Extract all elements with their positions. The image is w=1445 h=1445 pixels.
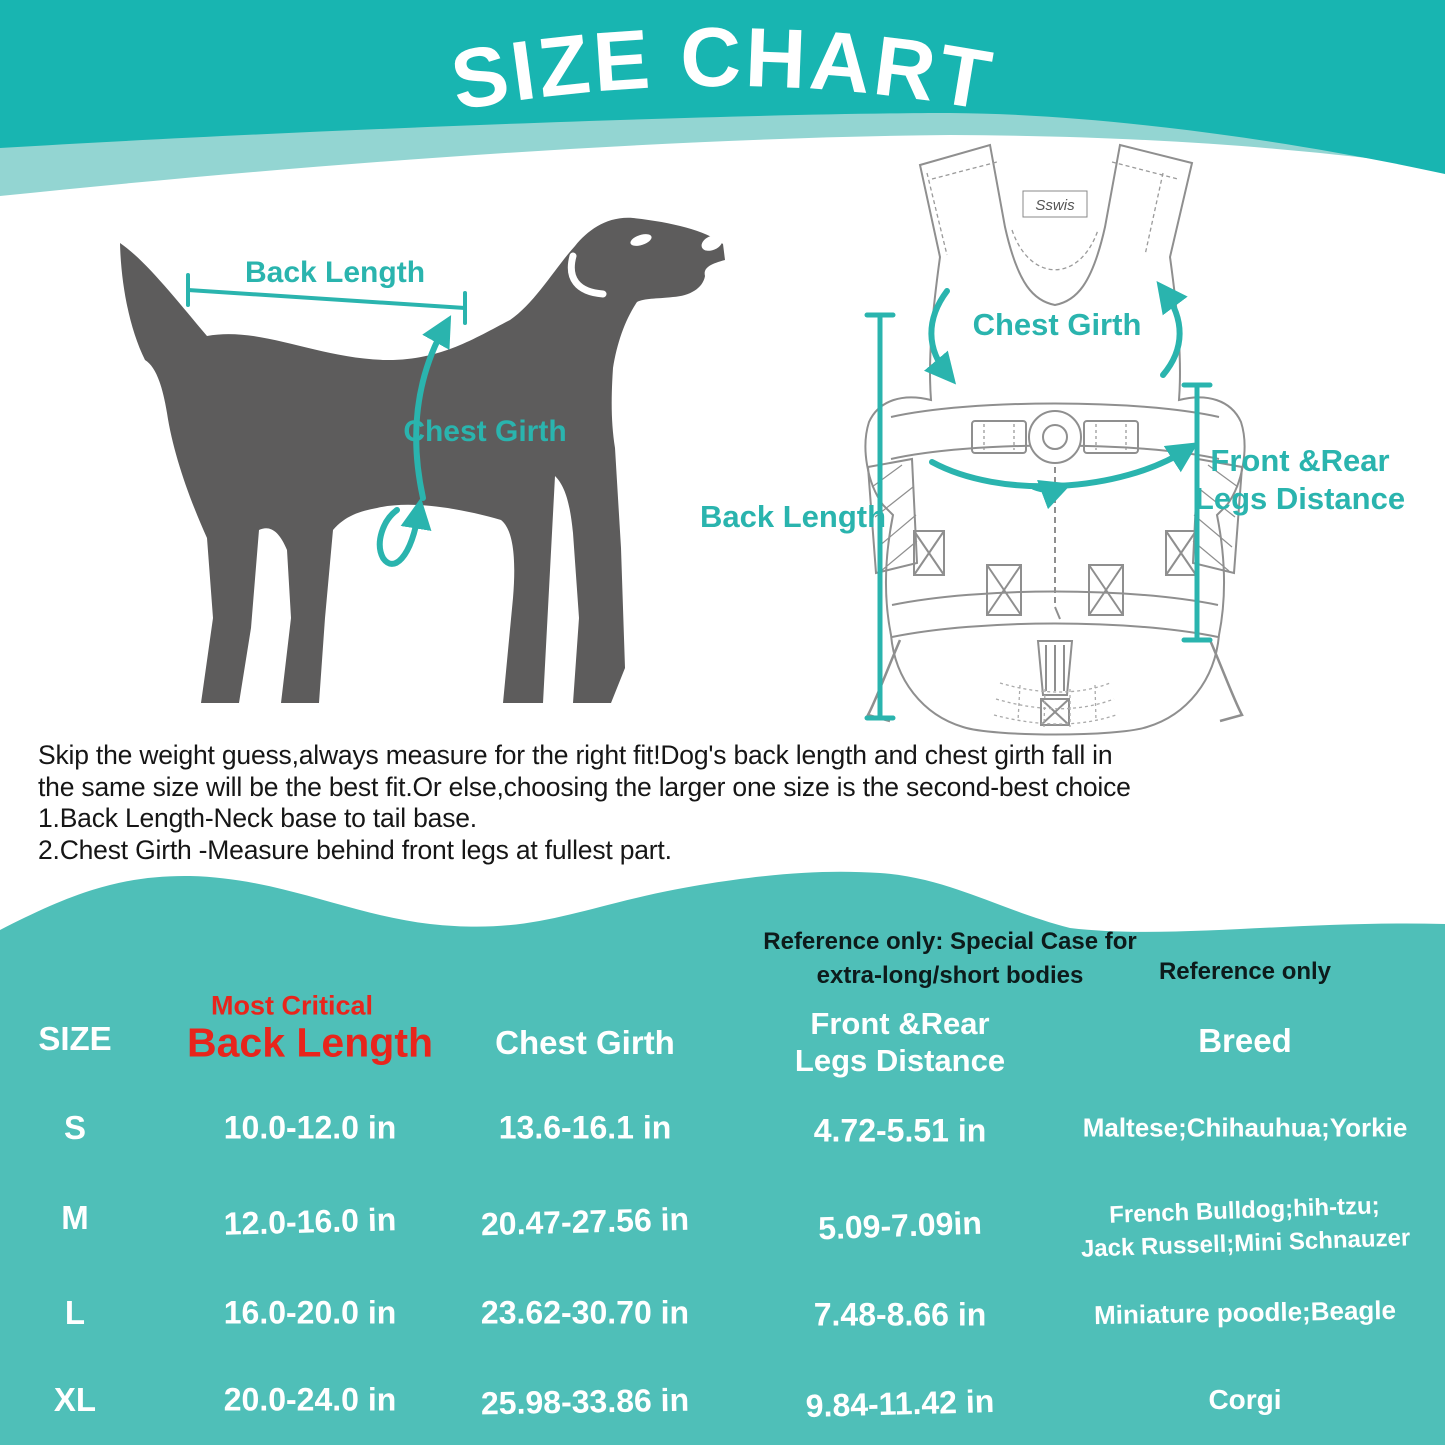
dog-back-length-measure: [186, 273, 467, 325]
breed-column-note: Reference only: [1158, 958, 1332, 985]
carrier-chest-girth-arrows: [924, 281, 1199, 510]
back-length-cell: 16.0-20.0 in: [223, 1294, 397, 1331]
carrier-legs-distance-measure: [1181, 382, 1213, 643]
size-cell: S: [63, 1109, 87, 1146]
column-header-legs-line1: Front &Rear: [810, 1006, 990, 1041]
legs-column-note-line2: extra-long/short bodies: [816, 962, 1084, 989]
dog-chest-girth-label: Chest Girth: [403, 415, 566, 448]
note-line-3: 1.Back Length-Neck base to tail base.: [38, 803, 477, 833]
carrier-back-length-label: Back Length: [700, 499, 886, 534]
legs-distance-cell: 9.84-11.42 in: [805, 1383, 995, 1424]
note-line-1: Skip the weight guess,always measure for…: [38, 740, 1113, 770]
dog-back-length-label: Back Length: [245, 256, 425, 289]
back-length-cell: 10.0-12.0 in: [223, 1109, 397, 1146]
header-banner: SIZE CHART: [0, 0, 1445, 196]
header-wave-dark: [0, 0, 1445, 174]
note-line-4: 2.Chest Girth -Measure behind front legs…: [38, 834, 672, 865]
brand-logo: Sswis: [1035, 197, 1075, 214]
dog-nose: [701, 235, 723, 251]
chest-girth-cell: 13.6-16.1 in: [498, 1109, 672, 1146]
size-cell: L: [64, 1294, 86, 1331]
carrier-legs-distance-label-2: Legs Distance: [1195, 481, 1405, 516]
legs-distance-cell: 5.09-7.09in: [817, 1204, 983, 1247]
carrier-legs-distance-label-1: Front &Rear: [1210, 443, 1389, 478]
back-length-cell: 12.0-16.0 in: [223, 1201, 397, 1242]
breed-cell: Corgi: [1208, 1384, 1282, 1415]
carrier-chest-girth-label: Chest Girth: [973, 307, 1142, 342]
carrier-back-length-measure: [864, 312, 896, 721]
dog-silhouette: [120, 217, 725, 703]
column-header-size: SIZE: [38, 1020, 112, 1057]
column-header-chest-girth: Chest Girth: [495, 1024, 675, 1061]
dog-ear-crescent: [567, 252, 607, 298]
dog-chest-girth-arrow-lower: [376, 497, 432, 567]
size-cell: XL: [53, 1381, 97, 1418]
table-background: [0, 952, 1445, 1445]
dog-eye: [630, 234, 652, 246]
note-line-2: the same size will be the best fit.Or el…: [38, 771, 1131, 802]
measurement-notes: Skip the weight guess,always measure for…: [38, 740, 1218, 866]
breed-cell: French Bulldog;hih-tzu; Jack Russell;Min…: [1079, 1188, 1411, 1265]
critical-note: Most Critical: [210, 990, 374, 1021]
chest-girth-cell: 23.62-30.70 in: [480, 1294, 690, 1331]
legs-distance-cell: 4.72-5.51 in: [813, 1112, 987, 1149]
carrier-measurement-diagram: Sswis Chest Girth Back Length Front &Rea…: [700, 143, 1405, 736]
legs-distance-cell: 7.48-8.66 in: [813, 1296, 987, 1333]
back-length-cell: 20.0-24.0 in: [223, 1381, 397, 1418]
column-header-legs-line2: Legs Distance: [794, 1043, 1006, 1078]
chest-girth-cell: 25.98-33.86 in: [480, 1381, 690, 1422]
chest-girth-cell: 20.47-27.56 in: [480, 1200, 690, 1243]
dog-chest-girth-arrow-upper: [413, 315, 452, 501]
carrier-line-art: [864, 143, 1246, 736]
column-header-back-length: Back Length: [186, 1019, 434, 1066]
brand-logo-box: [1022, 190, 1088, 218]
breed-cell: Miniature poodle;Beagle: [1093, 1294, 1397, 1331]
table-wave-top: [0, 871, 1445, 958]
column-header-breed: Breed: [1198, 1022, 1292, 1059]
dog-measurement-diagram: Back Length Chest Girth: [120, 217, 725, 703]
breed-cell: Maltese;Chihauhua;Yorkie: [1082, 1112, 1408, 1143]
legs-column-note-line1: Reference only: Special Case for: [763, 928, 1137, 955]
size-cell: M: [61, 1199, 89, 1236]
